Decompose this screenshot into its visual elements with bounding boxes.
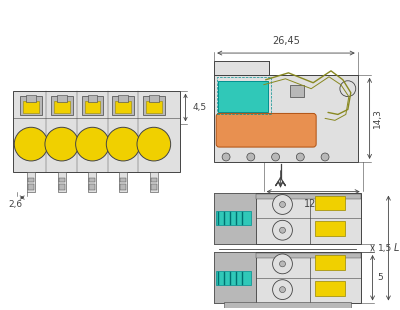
Text: 5: 5	[378, 273, 383, 282]
Bar	[256, 253, 361, 258]
Bar	[112, 95, 134, 115]
Bar	[315, 281, 345, 295]
Bar	[214, 193, 361, 244]
FancyBboxPatch shape	[216, 113, 316, 147]
Bar	[28, 184, 34, 190]
Bar	[120, 184, 126, 190]
Bar	[256, 194, 361, 198]
Circle shape	[280, 202, 286, 207]
Bar	[20, 95, 42, 115]
Bar	[315, 196, 345, 210]
Circle shape	[272, 280, 292, 299]
Circle shape	[280, 261, 286, 267]
Text: 4,5: 4,5	[192, 103, 206, 112]
Bar	[315, 221, 345, 236]
Bar	[151, 178, 157, 182]
Bar	[57, 95, 67, 102]
Bar	[51, 95, 73, 115]
Bar	[88, 172, 96, 192]
Circle shape	[106, 127, 140, 161]
Bar	[118, 95, 128, 102]
Bar	[216, 271, 251, 285]
Bar	[290, 85, 304, 97]
Bar	[13, 91, 180, 172]
Bar	[88, 95, 98, 102]
Circle shape	[340, 81, 356, 97]
Circle shape	[321, 153, 329, 161]
Bar	[58, 172, 66, 192]
Bar	[224, 303, 351, 308]
Circle shape	[45, 127, 78, 161]
Text: 2,6: 2,6	[8, 200, 22, 209]
Bar	[217, 77, 271, 114]
Circle shape	[272, 153, 280, 161]
Text: L: L	[393, 243, 399, 253]
Bar	[84, 100, 100, 113]
Bar	[28, 178, 34, 182]
Circle shape	[14, 127, 48, 161]
Bar	[315, 255, 345, 270]
Circle shape	[272, 254, 292, 274]
Text: 12,15: 12,15	[304, 198, 332, 209]
Circle shape	[222, 153, 230, 161]
Bar	[115, 100, 131, 113]
Circle shape	[280, 227, 286, 233]
Bar	[119, 172, 127, 192]
Text: 26,45: 26,45	[272, 36, 300, 46]
Bar	[120, 178, 126, 182]
Bar	[151, 184, 157, 190]
Text: 14,3: 14,3	[372, 108, 382, 128]
Bar	[218, 81, 268, 113]
Bar	[146, 100, 162, 113]
Circle shape	[272, 195, 292, 215]
Bar	[150, 172, 158, 192]
Bar	[143, 95, 165, 115]
Bar	[214, 252, 361, 303]
Bar	[59, 178, 65, 182]
Circle shape	[280, 287, 286, 293]
Bar	[90, 178, 96, 182]
Bar	[54, 100, 70, 113]
Bar	[214, 252, 256, 303]
Circle shape	[296, 153, 304, 161]
Text: 1,5: 1,5	[378, 244, 392, 253]
Bar	[214, 75, 358, 162]
Bar	[214, 193, 256, 244]
Bar	[27, 172, 35, 192]
Circle shape	[272, 220, 292, 240]
Bar	[23, 100, 39, 113]
Circle shape	[76, 127, 109, 161]
Circle shape	[247, 153, 255, 161]
Bar	[214, 61, 269, 75]
Bar	[59, 184, 65, 190]
Bar	[149, 95, 159, 102]
Bar	[216, 211, 251, 225]
Bar	[82, 95, 103, 115]
Bar	[26, 95, 36, 102]
Bar	[90, 184, 96, 190]
Circle shape	[137, 127, 171, 161]
